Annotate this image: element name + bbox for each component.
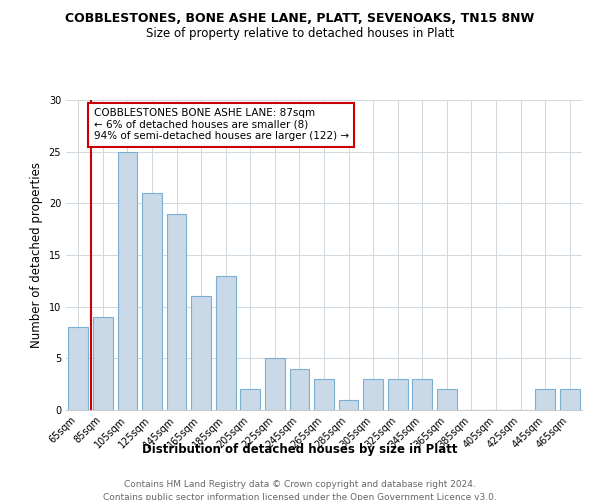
Bar — [290, 368, 309, 410]
Bar — [191, 296, 211, 410]
Bar — [241, 390, 260, 410]
Bar — [265, 358, 284, 410]
Text: Distribution of detached houses by size in Platt: Distribution of detached houses by size … — [142, 442, 458, 456]
Bar — [68, 328, 88, 410]
Text: COBBLESTONES BONE ASHE LANE: 87sqm
← 6% of detached houses are smaller (8)
94% o: COBBLESTONES BONE ASHE LANE: 87sqm ← 6% … — [94, 108, 349, 142]
Bar — [216, 276, 236, 410]
Bar — [93, 317, 113, 410]
Bar — [560, 390, 580, 410]
Bar — [142, 193, 162, 410]
Text: Contains HM Land Registry data © Crown copyright and database right 2024.
Contai: Contains HM Land Registry data © Crown c… — [103, 480, 497, 500]
Bar — [118, 152, 137, 410]
Bar — [364, 379, 383, 410]
Text: Size of property relative to detached houses in Platt: Size of property relative to detached ho… — [146, 28, 454, 40]
Bar — [339, 400, 358, 410]
Bar — [167, 214, 187, 410]
Y-axis label: Number of detached properties: Number of detached properties — [30, 162, 43, 348]
Bar — [314, 379, 334, 410]
Bar — [388, 379, 407, 410]
Bar — [437, 390, 457, 410]
Text: COBBLESTONES, BONE ASHE LANE, PLATT, SEVENOAKS, TN15 8NW: COBBLESTONES, BONE ASHE LANE, PLATT, SEV… — [65, 12, 535, 26]
Bar — [412, 379, 432, 410]
Bar — [535, 390, 555, 410]
